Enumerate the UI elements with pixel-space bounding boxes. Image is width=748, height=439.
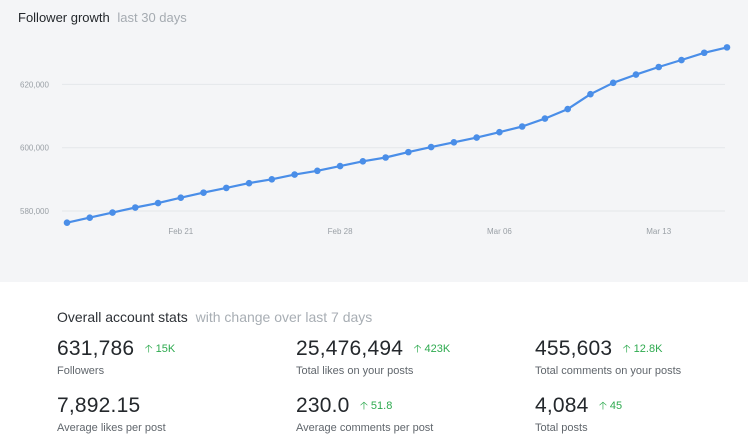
stat-delta: 🡡 45 bbox=[599, 400, 622, 412]
data-point bbox=[268, 176, 276, 183]
stat-label: Total posts bbox=[535, 422, 588, 434]
stat-label: Average comments per post bbox=[296, 422, 434, 434]
chart-gridlines bbox=[62, 83, 725, 212]
stat-delta-value: 423K bbox=[424, 343, 451, 355]
data-point bbox=[314, 167, 321, 175]
chart-title: Follower growth bbox=[18, 10, 110, 25]
data-point bbox=[655, 63, 663, 71]
data-point bbox=[336, 162, 344, 170]
stat-value: 7,892.15 bbox=[57, 394, 141, 417]
x-tick-label: Feb 28 bbox=[328, 227, 353, 236]
stat-delta-value: 15K bbox=[155, 343, 176, 355]
stat-delta: 🡡 12.8K bbox=[623, 343, 663, 355]
stat-total-posts: 4,084 🡡 45 Total posts bbox=[535, 394, 622, 434]
data-point bbox=[131, 204, 139, 211]
stat-value: 4,084 bbox=[535, 394, 589, 417]
data-point bbox=[473, 134, 480, 141]
data-point bbox=[632, 71, 640, 78]
stat-delta: 🡡 51.8 bbox=[360, 400, 392, 412]
data-point bbox=[200, 189, 207, 196]
data-point bbox=[564, 105, 571, 113]
data-point bbox=[678, 56, 685, 64]
stat-total-comments: 455,603 🡡 12.8K Total comments on your po… bbox=[535, 337, 681, 377]
stat-label: Total comments on your posts bbox=[535, 365, 682, 377]
stat-label: Followers bbox=[57, 365, 105, 377]
data-point bbox=[291, 171, 298, 178]
x-tick-label: Mar 06 bbox=[487, 227, 512, 236]
data-point bbox=[177, 194, 185, 202]
data-point bbox=[427, 143, 435, 151]
arrow-up-icon: 🡡 bbox=[413, 343, 422, 355]
stats-subtitle: with change over last 7 days bbox=[195, 309, 373, 325]
data-point bbox=[587, 90, 594, 98]
series-line-layer bbox=[66, 46, 728, 224]
stat-value: 230.0 bbox=[296, 394, 350, 417]
y-axis-tick-labels: 580,000 600,000 620,000 bbox=[20, 80, 49, 216]
arrow-up-icon: 🡡 bbox=[360, 400, 368, 412]
stat-total-likes: 25,476,494 🡡 423K Total likes on your pos… bbox=[296, 337, 450, 377]
stat-average-likes: 7,892.15 Average likes per post bbox=[57, 394, 166, 434]
data-point bbox=[700, 49, 708, 57]
series-line bbox=[66, 46, 728, 224]
stat-delta: 🡡 423K bbox=[414, 343, 451, 355]
stat-label: Average likes per post bbox=[57, 422, 166, 434]
chart-subtitle: last 30 days bbox=[117, 10, 187, 25]
x-tick-label: Feb 21 bbox=[168, 227, 193, 236]
account-stats-panel: Overall account stats with change over l… bbox=[0, 282, 748, 439]
chart-title-bar: Follower growth last 30 days bbox=[18, 10, 187, 25]
x-axis-tick-labels: Feb 21 Feb 28 Mar 06 Mar 13 bbox=[168, 227, 671, 236]
data-point bbox=[723, 44, 731, 51]
stat-value: 25,476,494 bbox=[296, 337, 404, 360]
data-point bbox=[518, 123, 526, 130]
stat-followers: 631,786 🡡 15K Followers bbox=[57, 337, 175, 377]
data-point bbox=[405, 148, 412, 156]
stat-value: 455,603 bbox=[535, 337, 613, 360]
stat-label: Total likes on your posts bbox=[296, 365, 414, 377]
data-point bbox=[609, 79, 617, 87]
data-point bbox=[496, 128, 503, 136]
stat-delta: 🡡 15K bbox=[145, 343, 175, 355]
x-tick-label: Mar 13 bbox=[646, 227, 671, 236]
data-point bbox=[382, 154, 389, 161]
data-point bbox=[109, 209, 116, 216]
y-tick-label: 600,000 bbox=[20, 144, 49, 153]
follower-growth-chart: 580,000 600,000 620,000 Feb 21 Feb 28 Mar 06… bbox=[20, 44, 731, 236]
stats-title-bar: Overall account stats with change over l… bbox=[57, 309, 372, 325]
data-point bbox=[154, 199, 162, 207]
data-point bbox=[541, 115, 549, 122]
data-points-layer bbox=[63, 44, 731, 227]
arrow-up-icon: 🡡 bbox=[622, 343, 631, 355]
data-point bbox=[359, 158, 367, 165]
data-point bbox=[245, 179, 253, 187]
stat-average-comments: 230.0 🡡 51.8 Average comments per post bbox=[296, 394, 433, 434]
data-point bbox=[86, 214, 94, 221]
stats-title: Overall account stats bbox=[57, 309, 188, 325]
stat-delta-value: 51.8 bbox=[370, 400, 393, 412]
stat-value: 631,786 bbox=[57, 337, 135, 360]
arrow-up-icon: 🡡 bbox=[144, 343, 153, 355]
arrow-up-icon: 🡡 bbox=[599, 400, 607, 412]
data-point bbox=[223, 184, 230, 192]
data-point bbox=[63, 219, 71, 227]
stat-delta-value: 45 bbox=[609, 400, 623, 412]
data-point bbox=[450, 139, 458, 146]
y-tick-label: 580,000 bbox=[20, 207, 49, 216]
follower-growth-chart-panel: 580,000 600,000 620,000 Feb 21 Feb 28 Mar 06… bbox=[0, 0, 748, 282]
y-tick-label: 620,000 bbox=[20, 80, 49, 89]
stat-delta-value: 12.8K bbox=[633, 343, 663, 355]
